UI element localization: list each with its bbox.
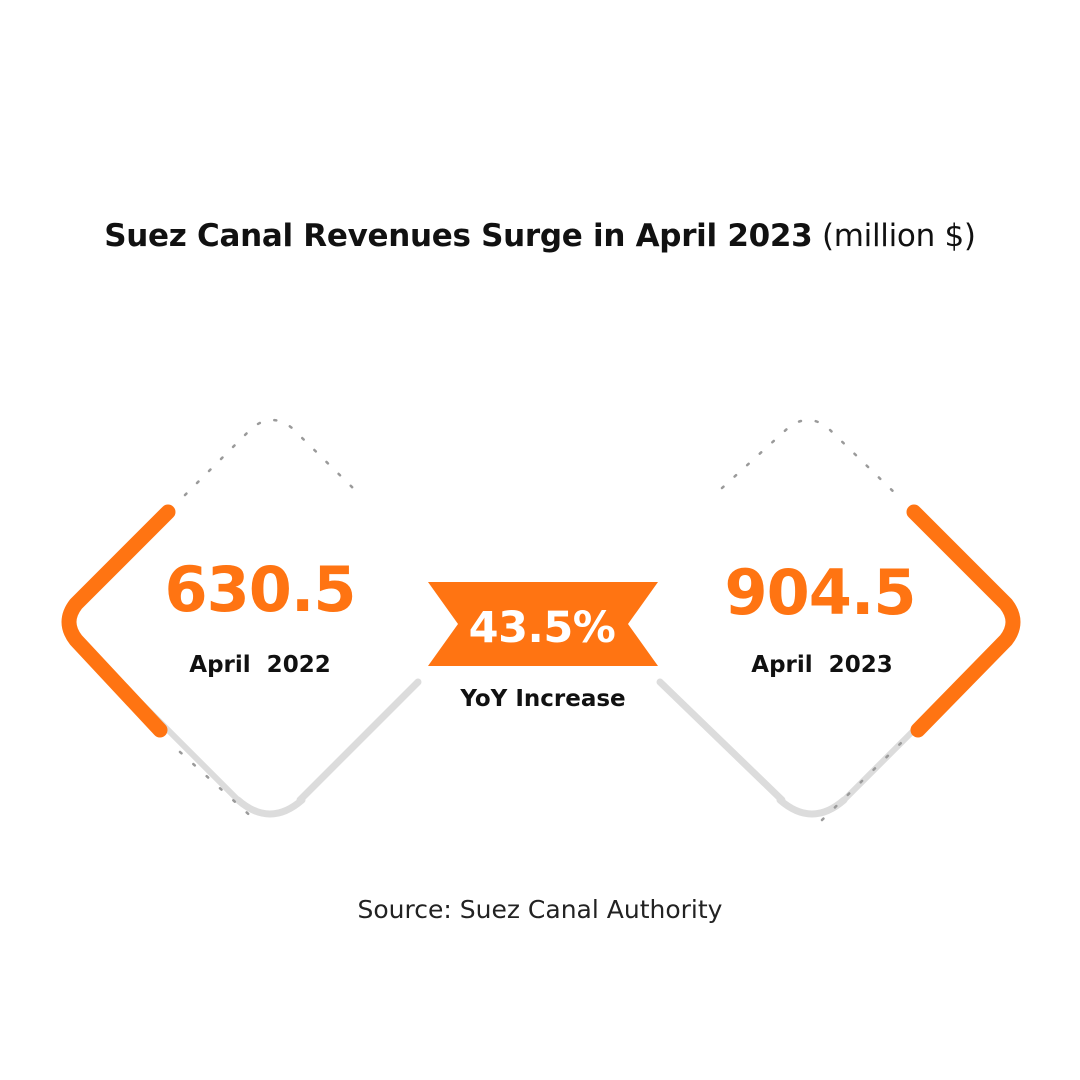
label-april-2022: April 2022 (189, 652, 330, 678)
chart-title-unit: (million $) (821, 218, 976, 254)
chart-title: Suez Canal Revenues Surge in April 2023 … (0, 218, 1080, 254)
left-frame-top-dots (183, 418, 357, 497)
left-frame-bottom-dots (178, 750, 257, 822)
left-frame-bottom-corner (234, 796, 306, 818)
left-orange-bracket (61, 504, 176, 738)
right-diamond-frame (656, 418, 1021, 822)
chart-title-main: Suez Canal Revenues Surge in April 2023 (104, 218, 813, 254)
label-april-2023: April 2023 (751, 652, 892, 678)
yoy-change-value: 43.5% (469, 603, 616, 653)
value-april-2022: 630.5 (164, 553, 355, 626)
source-note: Source: Suez Canal Authority (357, 895, 723, 924)
value-april-2023: 904.5 (724, 556, 915, 629)
yoy-change-label: YoY Increase (459, 686, 625, 712)
right-orange-bracket (906, 504, 1021, 738)
right-frame-bottom-dots (820, 740, 904, 822)
right-frame-bottom-left-edge (656, 678, 786, 804)
right-frame-top-dots (720, 418, 902, 500)
left-frame-bottom-right-edge (296, 678, 422, 804)
right-frame-bottom-corner (776, 796, 848, 818)
yoy-ribbon (428, 582, 658, 666)
left-diamond-frame (61, 418, 422, 822)
